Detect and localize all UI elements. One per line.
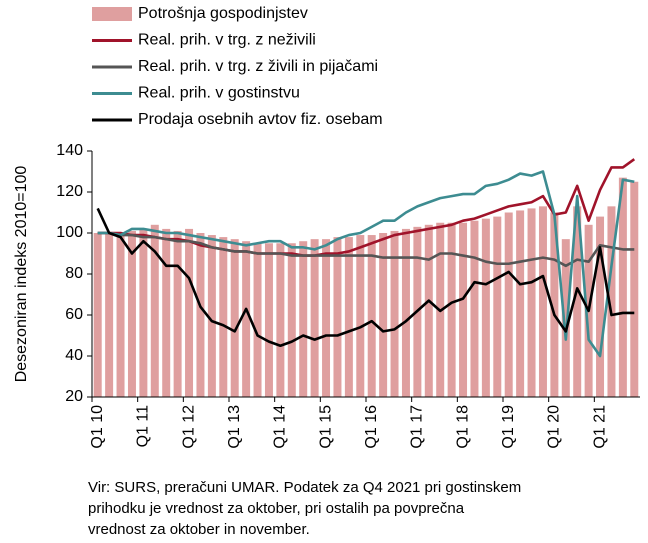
bar (573, 206, 582, 397)
legend-label: Potrošnja gospodinjstev (138, 5, 308, 22)
bar (230, 239, 239, 397)
bar (264, 243, 273, 397)
bar (93, 233, 102, 397)
footnote: prihodku je vrednost za oktober, pri ost… (88, 500, 465, 517)
bar (459, 222, 468, 397)
x-tick-label: Q1 10 (89, 405, 106, 449)
bar (242, 241, 251, 397)
bar (470, 220, 479, 397)
y-tick-label: 40 (65, 347, 83, 364)
legend-label: Prodaja osebnih avtov fiz. osebam (138, 111, 383, 128)
footnote: Vir: SURS, preračuni UMAR. Podatek za Q4… (88, 479, 521, 496)
bar (367, 235, 376, 397)
x-tick-label: Q1 16 (363, 405, 380, 449)
bar (127, 230, 136, 397)
bar (162, 228, 171, 397)
bar (424, 224, 433, 397)
bar (322, 239, 331, 397)
bar (550, 212, 559, 397)
bar (185, 228, 194, 397)
x-tick-label: Q1 15 (317, 405, 334, 449)
legend-swatch (92, 7, 132, 21)
line (96, 207, 635, 348)
bar (196, 233, 205, 397)
line (97, 231, 635, 268)
bar (333, 237, 342, 397)
y-tick-label: 20 (65, 388, 83, 405)
y-axis-label: Desezoniran indeks 2010=100 (13, 166, 30, 383)
bar (253, 243, 262, 397)
legend-label: Real. prih. v gostinstvu (138, 85, 300, 102)
bar (527, 208, 536, 397)
x-tick-label: Q1 19 (500, 405, 517, 449)
bar (287, 243, 296, 397)
bar (105, 233, 114, 397)
y-tick-label: 80 (65, 265, 83, 282)
x-tick-label: Q1 18 (454, 405, 471, 449)
bar (504, 212, 513, 397)
bar (607, 206, 616, 397)
bar (538, 206, 547, 397)
bar (150, 224, 159, 397)
x-tick-label: Q1 13 (226, 405, 243, 449)
y-tick-label: 100 (56, 224, 83, 241)
bar (596, 216, 605, 397)
bar (276, 243, 285, 397)
bar (481, 218, 490, 397)
bar (561, 239, 570, 397)
x-tick-label: Q1 11 (135, 405, 152, 448)
bar (516, 210, 525, 397)
bar (447, 222, 456, 397)
bar (401, 228, 410, 397)
bar (139, 228, 148, 397)
bar (356, 235, 365, 397)
bar (173, 230, 182, 397)
bar (630, 181, 639, 397)
bar (493, 216, 502, 397)
x-tick-label: Q1 21 (591, 405, 608, 449)
bar (310, 239, 319, 397)
bar (344, 237, 353, 397)
line (97, 170, 635, 358)
bar (379, 233, 388, 397)
x-tick-label: Q1 20 (546, 405, 563, 449)
bar (219, 237, 228, 397)
bar (618, 177, 627, 397)
legend-label: Real. prih. v trg. z neživili (138, 32, 316, 49)
x-tick-label: Q1 14 (272, 405, 289, 449)
footnote: vrednost za oktober in november. (88, 521, 310, 538)
bar (207, 235, 216, 397)
bar (116, 233, 125, 397)
legend-label: Real. prih. v trg. z živili in pijačami (138, 58, 378, 75)
x-tick-label: Q1 12 (180, 405, 197, 449)
bar (390, 230, 399, 397)
bar (299, 241, 308, 397)
y-tick-label: 140 (56, 142, 83, 159)
y-tick-label: 60 (65, 306, 83, 323)
y-tick-label: 120 (56, 183, 83, 200)
x-tick-label: Q1 17 (409, 405, 426, 449)
